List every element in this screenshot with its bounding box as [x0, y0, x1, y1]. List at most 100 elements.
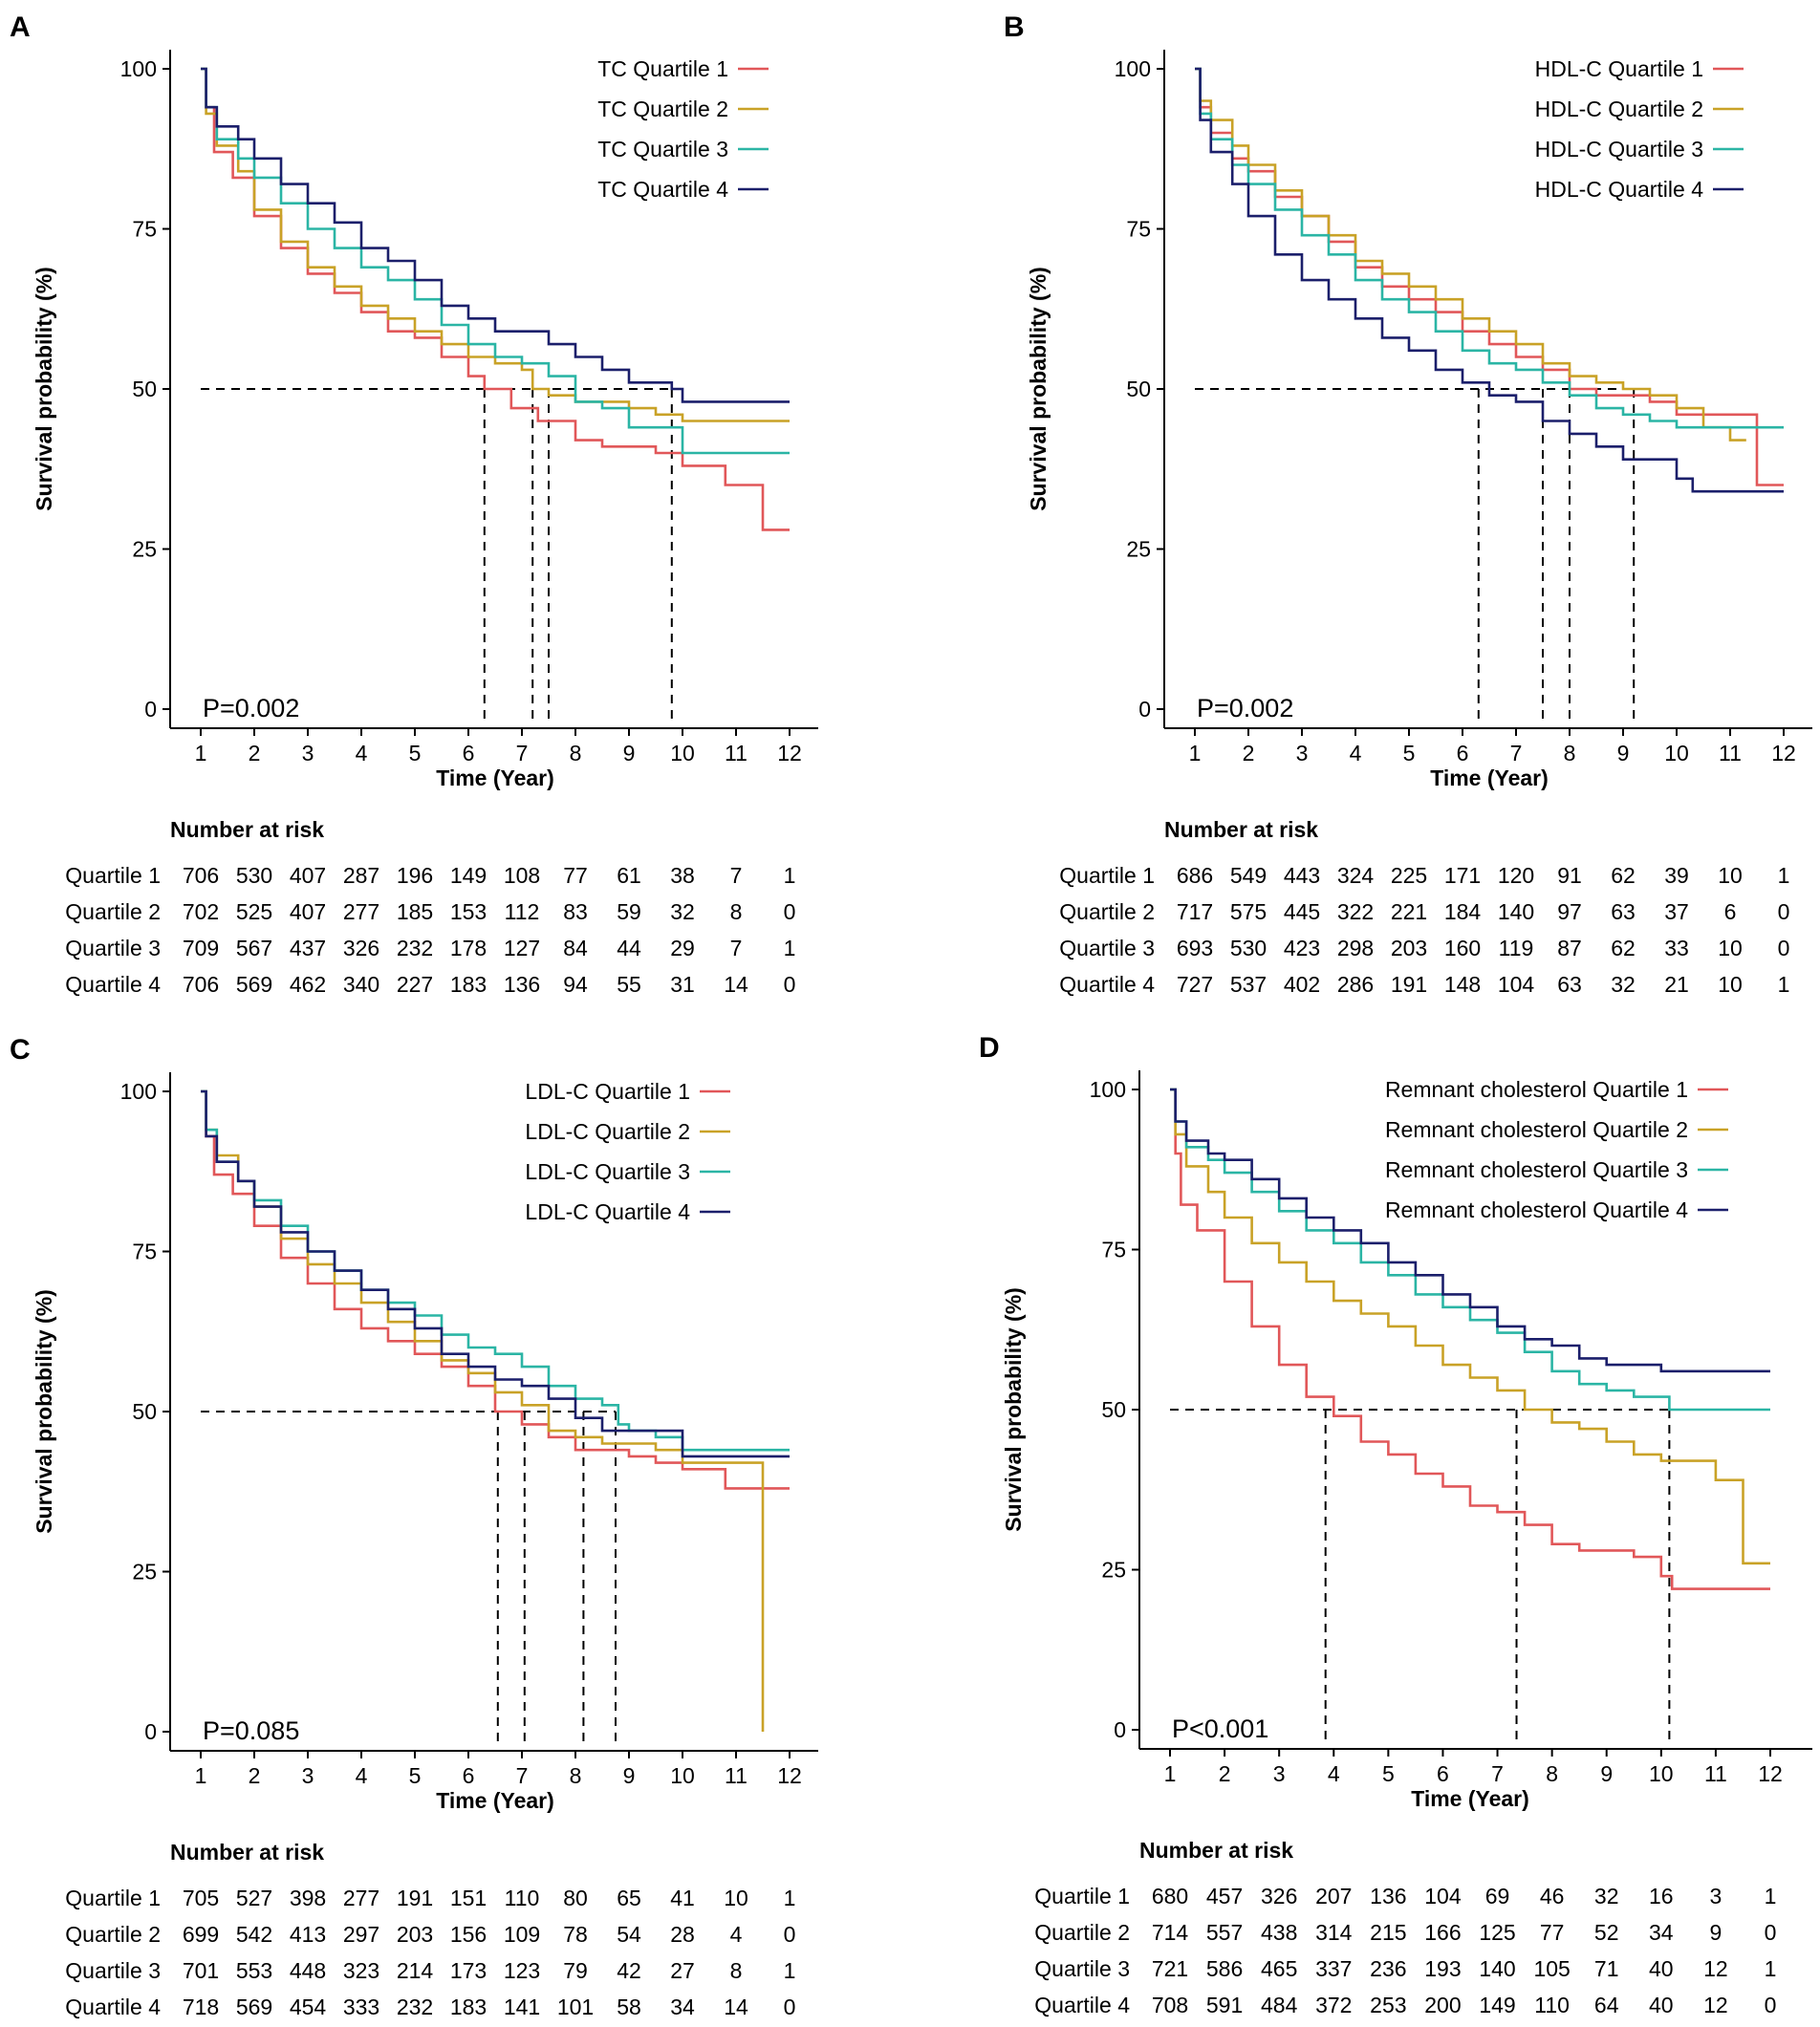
- y-tick-label: 50: [1101, 1397, 1126, 1422]
- risk-value: 0: [784, 899, 796, 924]
- risk-value: 9: [1710, 1920, 1722, 1945]
- risk-value: 0: [1765, 1993, 1777, 2017]
- x-tick-label: 9: [1617, 741, 1630, 766]
- risk-value: 14: [724, 1995, 748, 2019]
- risk-value: 149: [450, 863, 487, 888]
- risk-value: 196: [397, 863, 433, 888]
- risk-row-label: Quartile 1: [1034, 1884, 1130, 1908]
- risk-value: 104: [1424, 1884, 1462, 1908]
- risk-row-label: Quartile 2: [1059, 899, 1155, 924]
- risk-value: 33: [1664, 936, 1689, 960]
- risk-value: 10: [1718, 936, 1743, 960]
- risk-value: 445: [1284, 899, 1320, 924]
- x-tick-label: 2: [249, 741, 261, 766]
- risk-value: 232: [397, 936, 433, 960]
- risk-value: 340: [343, 972, 379, 997]
- x-tick-label: 4: [356, 741, 368, 766]
- risk-value: 21: [1664, 972, 1689, 997]
- risk-value: 1: [1765, 1956, 1777, 1981]
- x-tick-label: 3: [1273, 1761, 1286, 1786]
- x-tick-label: 12: [1758, 1761, 1783, 1786]
- risk-value: 708: [1152, 1993, 1188, 2017]
- risk-value: 215: [1370, 1920, 1406, 1945]
- risk-value: 58: [617, 1995, 641, 2019]
- x-tick-label: 2: [249, 1763, 261, 1788]
- x-tick-label: 9: [623, 741, 636, 766]
- x-tick-label: 1: [195, 1763, 207, 1788]
- risk-value: 702: [183, 899, 219, 924]
- risk-value: 32: [1611, 972, 1636, 997]
- risk-value: 200: [1424, 1993, 1461, 2017]
- risk-value: 530: [1230, 936, 1267, 960]
- y-tick-label: 25: [1126, 537, 1151, 562]
- x-tick-label: 4: [1350, 741, 1362, 766]
- risk-value: 83: [563, 899, 588, 924]
- risk-value: 14: [724, 972, 748, 997]
- x-tick-label: 11: [1704, 1761, 1727, 1786]
- risk-value: 437: [290, 936, 326, 960]
- risk-value: 112: [505, 899, 540, 924]
- survival-curve-quartile-4: [1195, 67, 1784, 493]
- risk-value: 185: [397, 899, 433, 924]
- risk-value: 287: [343, 863, 379, 888]
- risk-row-label: Quartile 2: [1034, 1920, 1130, 1945]
- risk-value: 27: [670, 1958, 695, 1983]
- x-tick-label: 5: [409, 1763, 422, 1788]
- risk-value: 221: [1391, 899, 1427, 924]
- risk-value: 372: [1315, 1993, 1352, 2017]
- risk-value: 465: [1261, 1956, 1297, 1981]
- risk-value: 718: [183, 1995, 219, 2019]
- legend-label: TC Quartile 4: [597, 177, 728, 202]
- risk-value: 324: [1337, 863, 1375, 888]
- x-tick-label: 7: [1491, 1761, 1504, 1786]
- risk-value: 443: [1284, 863, 1320, 888]
- risk-value: 1: [784, 936, 796, 960]
- risk-value: 44: [617, 936, 641, 960]
- survival-curve-quartile-2: [201, 67, 790, 422]
- risk-value: 569: [236, 1995, 272, 2019]
- x-tick-label: 10: [1664, 741, 1689, 766]
- legend-label: TC Quartile 2: [597, 97, 728, 121]
- x-tick-label: 3: [302, 1763, 314, 1788]
- y-tick-label: 75: [1126, 217, 1151, 242]
- risk-value: 557: [1206, 1920, 1243, 1945]
- risk-value: 91: [1557, 863, 1582, 888]
- risk-value: 12: [1703, 1993, 1728, 2017]
- risk-value: 136: [504, 972, 540, 997]
- risk-value: 183: [450, 1995, 487, 2019]
- legend-label: TC Quartile 3: [597, 137, 728, 162]
- risk-value: 140: [1479, 1956, 1515, 1981]
- risk-value: 69: [1485, 1884, 1510, 1908]
- risk-value: 0: [1778, 899, 1790, 924]
- x-tick-label: 11: [1719, 741, 1742, 766]
- legend-label: Remnant cholesterol Quartile 3: [1385, 1157, 1688, 1182]
- risk-value: 46: [1540, 1884, 1565, 1908]
- x-tick-label: 6: [463, 741, 475, 766]
- risk-value: 7: [730, 863, 743, 888]
- risk-value: 686: [1177, 863, 1213, 888]
- risk-value: 1: [1765, 1884, 1777, 1908]
- risk-value: 80: [563, 1886, 588, 1910]
- p-value: P<0.001: [1172, 1714, 1268, 1743]
- survival-curve-quartile-1: [1195, 67, 1784, 486]
- risk-value: 183: [450, 972, 487, 997]
- risk-value: 207: [1315, 1884, 1352, 1908]
- risk-row-label: Quartile 1: [1059, 863, 1155, 888]
- risk-value: 0: [1765, 1920, 1777, 1945]
- x-tick-label: 5: [409, 741, 422, 766]
- risk-value: 136: [1370, 1884, 1406, 1908]
- risk-value: 586: [1206, 1956, 1243, 1981]
- risk-value: 54: [617, 1922, 641, 1947]
- y-tick-label: 75: [132, 1240, 157, 1264]
- x-tick-label: 8: [1546, 1761, 1558, 1786]
- risk-value: 6: [1724, 899, 1737, 924]
- risk-value: 1: [1778, 863, 1790, 888]
- y-axis-title: Survival probability (%): [32, 1289, 56, 1534]
- risk-value: 178: [450, 936, 487, 960]
- y-tick-label: 50: [1126, 377, 1151, 401]
- risk-table-title: Number at risk: [1139, 1838, 1293, 1863]
- risk-row-label: Quartile 3: [1034, 1956, 1130, 1981]
- risk-value: 31: [670, 972, 695, 997]
- risk-value: 10: [1718, 863, 1743, 888]
